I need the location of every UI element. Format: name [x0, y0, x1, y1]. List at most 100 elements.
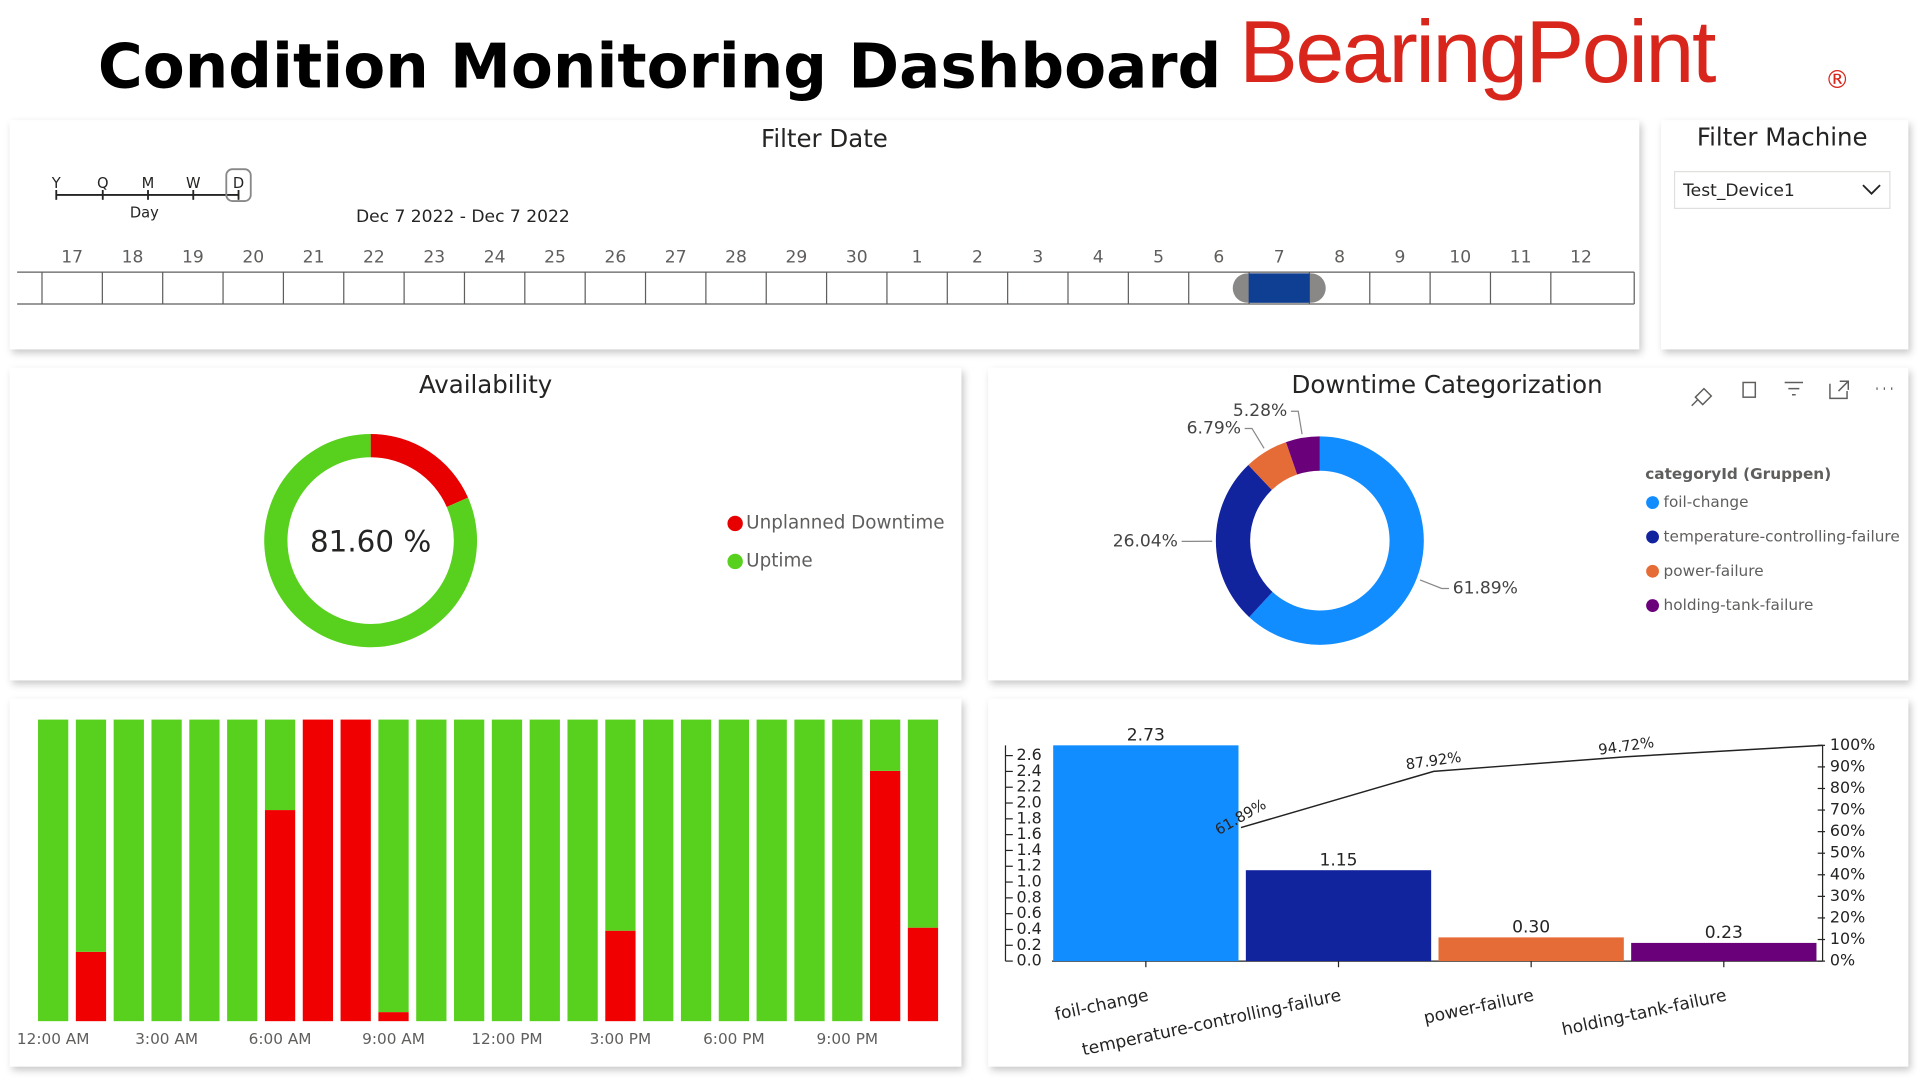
- bar-segment: [529, 719, 560, 1022]
- panel: [1661, 120, 1909, 350]
- bar-segment: [680, 719, 712, 1022]
- timeline-day: 26: [604, 247, 626, 267]
- y-tick-label: 1.0: [1016, 872, 1041, 891]
- bar-segment: [189, 719, 220, 1022]
- leader-line: [1290, 410, 1303, 435]
- timeline-day: 12: [1570, 247, 1592, 267]
- center-label: 81.60 %: [310, 525, 431, 559]
- x-tick-label: 3:00 AM: [135, 1030, 198, 1048]
- timeline-day: 24: [484, 247, 506, 267]
- data-label: 61.89%: [1453, 578, 1518, 598]
- legend-label: foil-change: [1664, 493, 1749, 511]
- y-tick-label: 0.6: [1016, 903, 1041, 922]
- y-tick-label: 2.2: [1016, 777, 1041, 796]
- timeline-day: 25: [544, 247, 566, 267]
- donut-slice: [370, 433, 469, 508]
- y-tick-label: 1.6: [1016, 824, 1041, 843]
- timeline-day: 28: [725, 247, 747, 267]
- bar-segment: [794, 719, 825, 1022]
- y-tick-label: 0.8: [1016, 887, 1041, 906]
- y2-tick-label: 10%: [1830, 929, 1865, 948]
- x-tick-label: 12:00 AM: [17, 1030, 90, 1048]
- bar-segment: [907, 719, 939, 928]
- logo: BearingPoint: [1239, 2, 1716, 101]
- legend-marker: [727, 553, 743, 570]
- y2-tick-label: 50%: [1830, 843, 1865, 862]
- expand-icon[interactable]: [1829, 380, 1850, 400]
- bar-segment: [718, 719, 750, 1022]
- chart-title: Availability: [419, 370, 552, 399]
- timeline-day: 4: [1093, 247, 1104, 267]
- bar: [1245, 870, 1432, 962]
- x-tick-label: 3:00 PM: [590, 1030, 652, 1048]
- granularity-option: D: [233, 175, 244, 192]
- legend-label: temperature-controlling-failure: [1664, 527, 1900, 545]
- y-tick-label: 1.4: [1016, 840, 1041, 859]
- bar-segment: [75, 951, 107, 1022]
- y-tick-label: 0.0: [1016, 951, 1041, 970]
- legend-label: Unplanned Downtime: [746, 512, 944, 533]
- bar-segment: [491, 719, 523, 1022]
- timeline-day: 20: [242, 247, 264, 267]
- timeline-day: 1: [912, 247, 923, 267]
- timeline-day: 17: [61, 247, 83, 267]
- bar-segment: [416, 719, 447, 1022]
- legend-marker: [1646, 530, 1659, 544]
- logo-mark: ®: [1825, 65, 1849, 94]
- pin-icon[interactable]: [1691, 387, 1713, 407]
- legend-label: Uptime: [746, 550, 813, 571]
- bar-segment: [151, 719, 182, 1022]
- donut-slice: [1285, 436, 1320, 475]
- granularity-label: Day: [130, 204, 159, 221]
- granularity-option: W: [186, 175, 201, 192]
- bar-segment: [75, 719, 107, 952]
- timeline-day: 9: [1394, 247, 1405, 267]
- donut-slice: [1249, 436, 1424, 645]
- timeline-day: 6: [1213, 247, 1224, 267]
- bar-segment: [378, 719, 409, 1013]
- bar: [1053, 745, 1239, 962]
- cumulative-line: [1240, 744, 1823, 829]
- y2-tick-label: 60%: [1830, 821, 1865, 840]
- data-label: 26.04%: [1113, 531, 1178, 551]
- y-tick-label: 2.0: [1016, 793, 1041, 812]
- y2-tick-label: 20%: [1830, 907, 1865, 926]
- donut-slice: [1215, 464, 1273, 618]
- granularity-option: Y: [51, 175, 61, 192]
- legend-label: holding-tank-failure: [1664, 596, 1814, 614]
- timeline-day: 21: [303, 247, 325, 267]
- panel: [9, 120, 1640, 350]
- granularity-option: Q: [97, 175, 109, 192]
- dropdown-chevron[interactable]: [1862, 184, 1881, 195]
- bar-segment: [605, 719, 636, 931]
- timeline-day: 23: [423, 247, 445, 267]
- bar-segment: [227, 719, 258, 1022]
- bar-segment: [870, 719, 901, 771]
- bar-segment: [340, 719, 371, 1022]
- granularity-option: M: [142, 175, 155, 192]
- chart-title: Downtime Categorization: [1292, 370, 1603, 399]
- panel-title: Filter Date: [761, 124, 888, 153]
- y-tick-label: 0.2: [1016, 935, 1041, 954]
- x-tick-label: 6:00 PM: [703, 1030, 765, 1048]
- y2-tick-label: 70%: [1830, 800, 1865, 819]
- x-tick-label: 9:00 PM: [817, 1030, 879, 1048]
- bar-segment: [454, 719, 485, 1022]
- x-tick-label: 12:00 PM: [471, 1030, 542, 1048]
- timeline-selection[interactable]: [1248, 273, 1310, 303]
- data-label: 1.15: [1319, 850, 1357, 870]
- copy-icon[interactable]: [1742, 381, 1757, 398]
- data-label: 5.28%: [1233, 401, 1287, 421]
- data-label: 6.79%: [1187, 418, 1241, 438]
- timeline-day: 30: [846, 247, 868, 267]
- filter-icon[interactable]: [1784, 381, 1804, 396]
- bar-segment: [605, 930, 636, 1022]
- dropdown-value: Test_Device1: [1682, 181, 1795, 201]
- panel: [9, 367, 962, 681]
- timeline-day: 18: [122, 247, 144, 267]
- bar: [1438, 937, 1624, 962]
- timeline-day: 11: [1510, 247, 1532, 267]
- dropdown[interactable]: [1673, 171, 1891, 210]
- granularity-selected[interactable]: [225, 168, 252, 202]
